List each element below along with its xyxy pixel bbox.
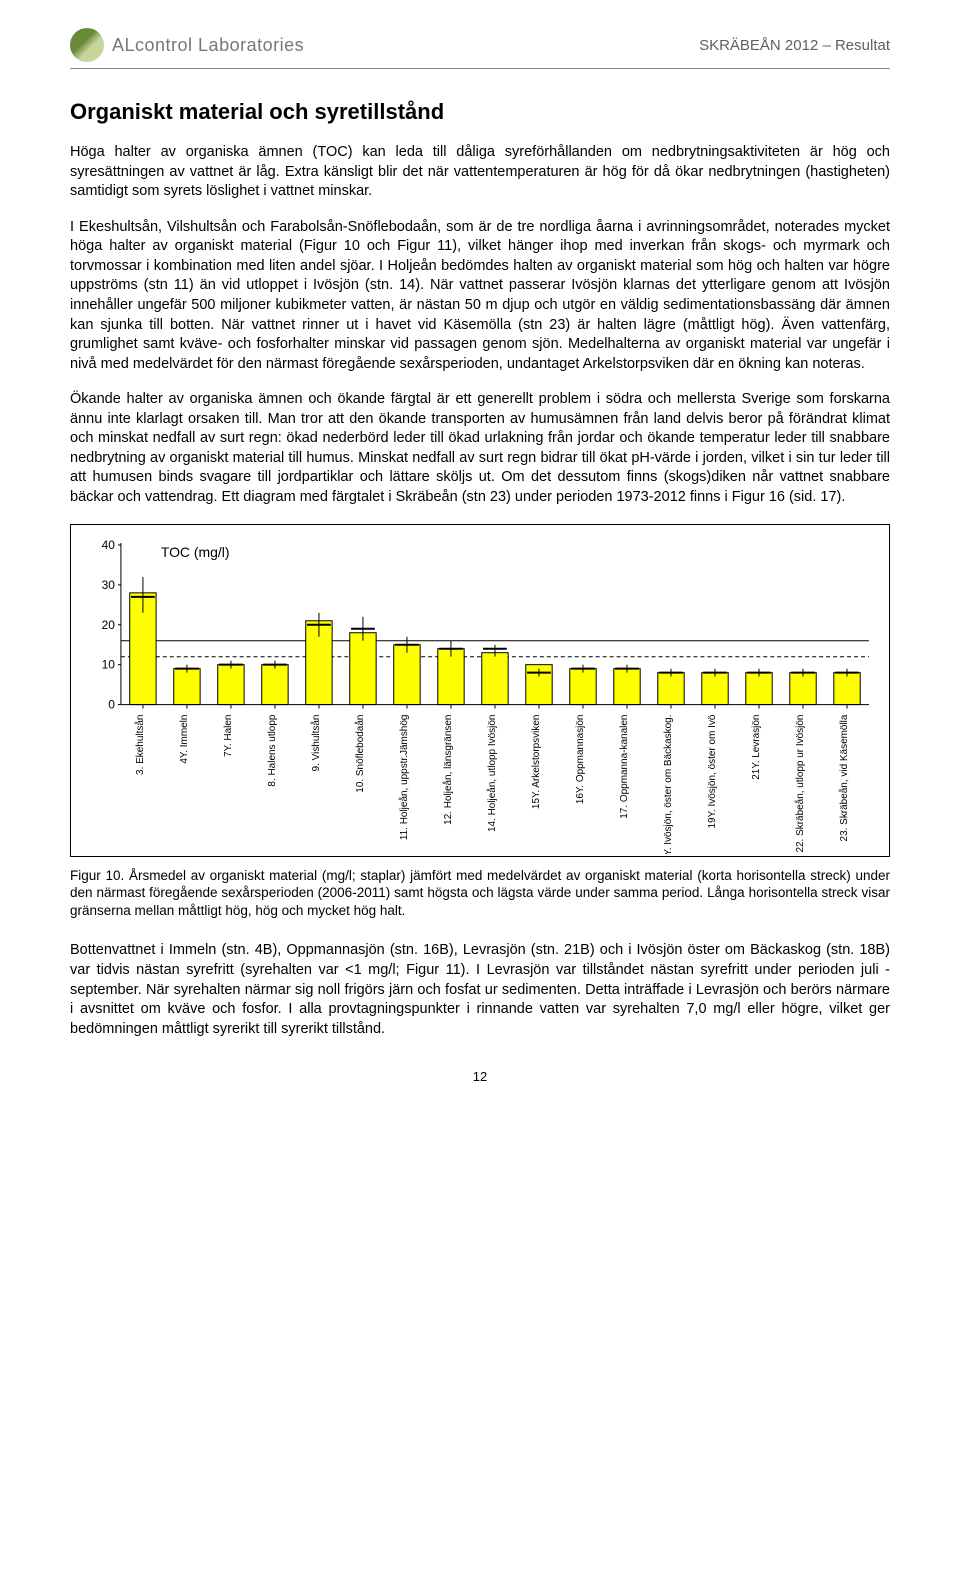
svg-text:12. Holjeån, länsgränsen: 12. Holjeån, länsgränsen bbox=[443, 714, 454, 824]
toc-chart: 0 10 20 30 40 TOC (mg/l) 3. Ekehultsån 4Y. Imme… bbox=[70, 524, 890, 857]
svg-text:10: 10 bbox=[102, 657, 116, 671]
svg-text:22. Skräbeån, utlopp ur Ivösjö: 22. Skräbeån, utlopp ur Ivösjön bbox=[795, 714, 806, 852]
svg-text:14. Holjeån, utlopp Ivösjön: 14. Holjeån, utlopp Ivösjön bbox=[487, 714, 498, 832]
svg-text:17. Oppmanna-kanalen: 17. Oppmanna-kanalen bbox=[619, 714, 630, 818]
svg-text:11. Holjeån, uppstr.Jämshög: 11. Holjeån, uppstr.Jämshög bbox=[399, 714, 410, 840]
logo-block: ALcontrol Laboratories bbox=[70, 28, 304, 62]
svg-text:7Y. Halen: 7Y. Halen bbox=[223, 714, 234, 757]
paragraph-1: Höga halter av organiska ämnen (TOC) kan… bbox=[70, 143, 890, 202]
svg-text:15Y. Arkelstorpsviken: 15Y. Arkelstorpsviken bbox=[531, 714, 542, 809]
svg-text:0: 0 bbox=[108, 697, 115, 711]
svg-text:18Y. Ivösjön, öster om Bäckask: 18Y. Ivösjön, öster om Bäckaskog. bbox=[663, 714, 674, 854]
paragraph-3: Ökande halter av organiska ämnen och öka… bbox=[70, 390, 890, 507]
svg-text:4Y. Immeln: 4Y. Immeln bbox=[179, 714, 190, 763]
section-title: Organiskt material och syretillstånd bbox=[70, 99, 890, 125]
svg-text:8. Halens utlopp: 8. Halens utlopp bbox=[267, 714, 278, 787]
svg-text:30: 30 bbox=[102, 577, 116, 591]
toc-chart-svg: 0 10 20 30 40 TOC (mg/l) 3. Ekehultsån 4Y. Imme… bbox=[81, 535, 879, 854]
svg-text:23. Skräbeån, vid Käsemölla: 23. Skräbeån, vid Käsemölla bbox=[839, 714, 850, 841]
svg-text:10. Snöflebodaån: 10. Snöflebodaån bbox=[355, 714, 366, 792]
paragraph-4: Bottenvattnet i Immeln (stn. 4B), Oppman… bbox=[70, 941, 890, 1039]
logo-icon bbox=[70, 28, 104, 62]
svg-text:20: 20 bbox=[102, 617, 116, 631]
svg-text:9. Vishultsån: 9. Vishultsån bbox=[311, 714, 322, 771]
svg-text:16Y. Oppmannasjön: 16Y. Oppmannasjön bbox=[575, 714, 586, 804]
svg-text:19Y. Ivösjön, öster om Ivö: 19Y. Ivösjön, öster om Ivö bbox=[707, 714, 718, 828]
svg-text:21Y. Levrasjön: 21Y. Levrasjön bbox=[751, 714, 762, 779]
svg-text:TOC (mg/l): TOC (mg/l) bbox=[161, 544, 230, 560]
header-right-text: SKRÄBEÅN 2012 – Resultat bbox=[699, 37, 890, 54]
page-number: 12 bbox=[70, 1069, 890, 1084]
figure-10-caption: Figur 10. Årsmedel av organiskt material… bbox=[70, 867, 890, 920]
logo-text: ALcontrol Laboratories bbox=[112, 35, 304, 56]
paragraph-2: I Ekeshultsån, Vilshultsån och Farabolså… bbox=[70, 218, 890, 375]
svg-text:40: 40 bbox=[102, 538, 116, 552]
svg-text:3. Ekehultsån: 3. Ekehultsån bbox=[135, 714, 146, 774]
page-header: ALcontrol Laboratories SKRÄBEÅN 2012 – R… bbox=[70, 28, 890, 69]
